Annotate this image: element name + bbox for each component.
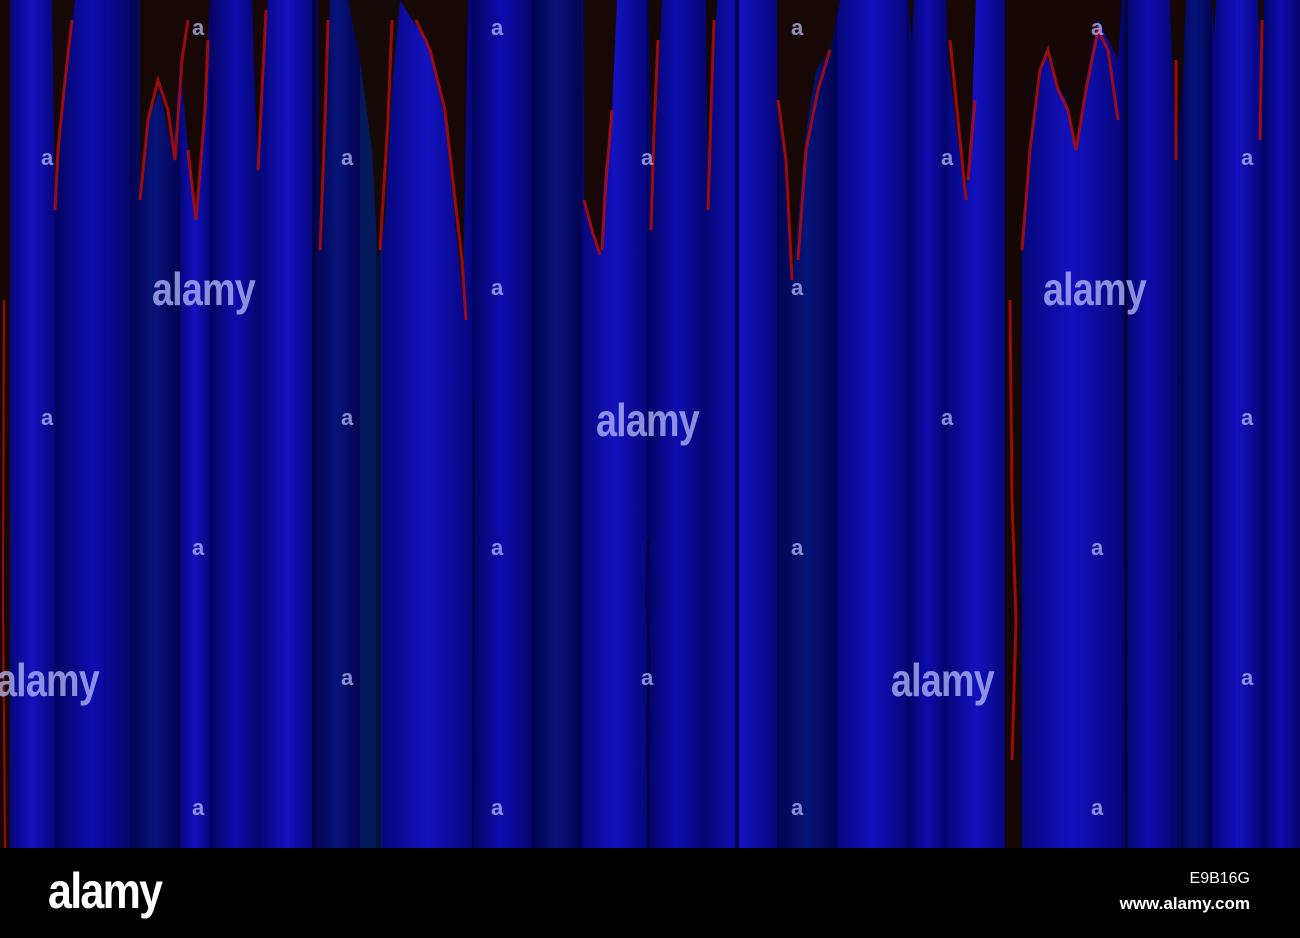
alamy-logo: alamy [48, 863, 163, 919]
streak-artwork [0, 0, 1300, 848]
stock-footer-bar: alamy E9B16G www.alamy.com [0, 848, 1300, 938]
hairlines [472, 299, 1127, 848]
image-id: E9B16G [1189, 870, 1250, 887]
red-edge-lines [1, 9, 1264, 848]
abstract-streak-image: alamy alamy alamy alamy alamy a a a a a … [0, 0, 1300, 848]
site-url: www.alamy.com [1119, 894, 1250, 913]
